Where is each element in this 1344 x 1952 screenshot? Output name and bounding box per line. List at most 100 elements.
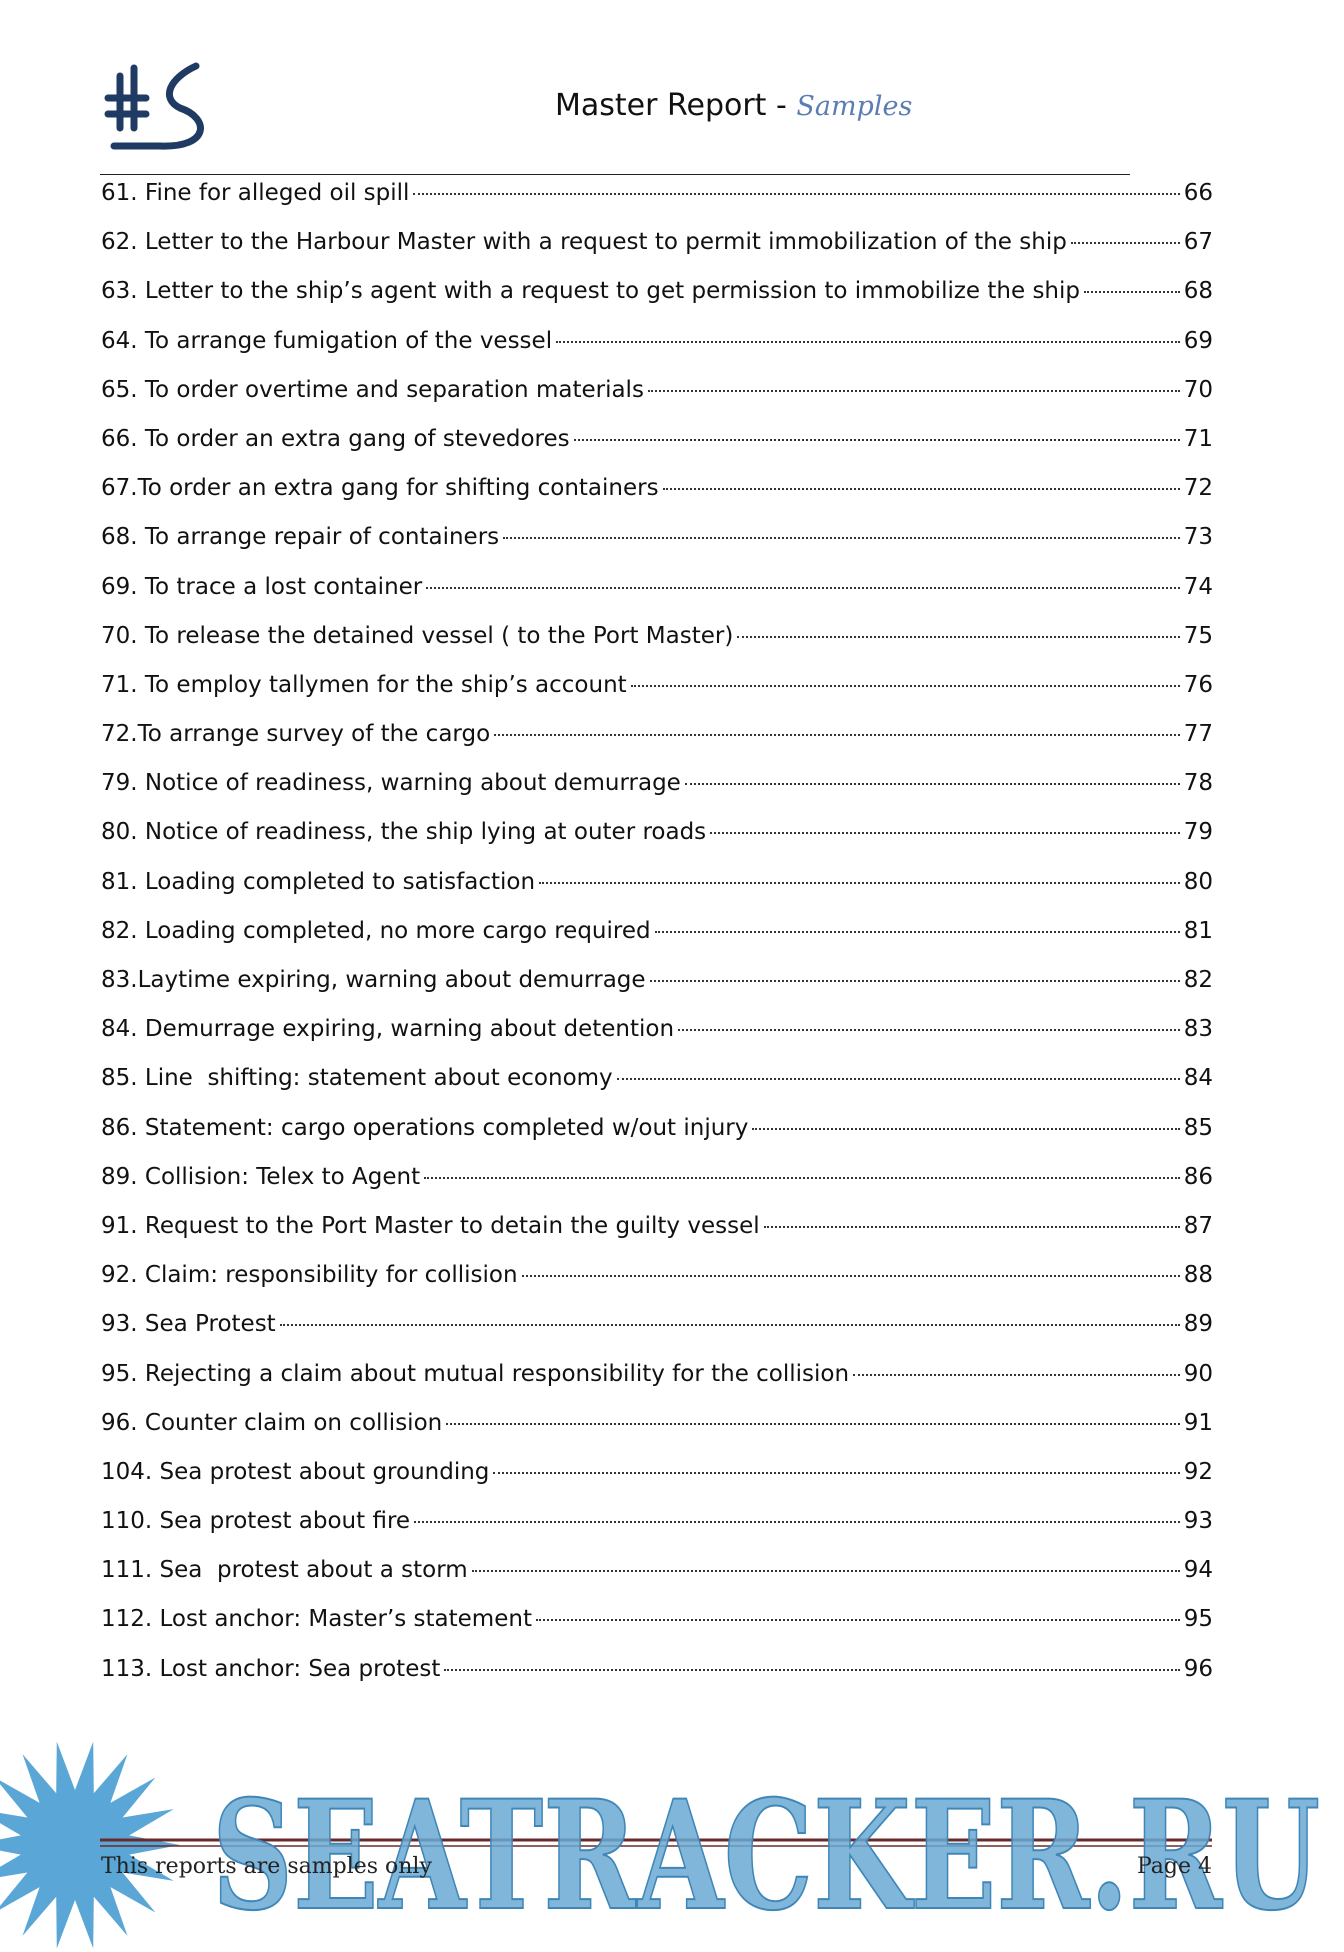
toc-entry: 82. Loading completed, no more cargo req… [101,918,1213,967]
dot-leader [446,1422,1180,1425]
toc-entry: 113. Lost anchor: Sea protest 96 [101,1656,1213,1705]
entry-page: 93 [1183,1508,1213,1535]
sun-logo [0,1741,180,1949]
dot-leader [752,1127,1180,1130]
dot-leader [616,1078,1180,1081]
entry-label: 67.To order an extra gang for shifting c… [101,475,659,502]
entry-label: 80. Notice of readiness, the ship lying … [101,819,707,846]
dot-leader [647,389,1180,392]
entry-page: 92 [1183,1458,1213,1485]
table-of-contents: 61. Fine for alleged oil spill 66 62. Lett… [101,180,1213,1705]
toc-entry: 68. To arrange repair of containers 73 [101,524,1213,573]
dot-leader [654,930,1180,933]
toc-entry: 86. Statement: cargo operations complete… [101,1115,1213,1164]
dot-leader [493,1471,1180,1474]
toc-entry: 61. Fine for alleged oil spill 66 [101,180,1213,229]
footer-right: Page 4 [1136,1854,1212,1879]
entry-label: 69. To trace a lost container [101,573,423,600]
toc-entry: 67.To order an extra gang for shifting c… [101,475,1213,524]
entry-label: 112. Lost anchor: Master’s statement [101,1606,532,1633]
entry-page: 88 [1183,1262,1213,1289]
entry-label: 82. Loading completed, no more cargo req… [101,917,651,944]
entry-label: 72.To arrange survey of the cargo [101,721,491,748]
dot-leader [662,488,1180,491]
entry-page: 67 [1183,229,1213,256]
logo [104,62,204,150]
dot-leader [521,1275,1180,1278]
entry-page: 87 [1183,1212,1213,1239]
entry-label: 79. Notice of readiness, warning about d… [101,770,681,797]
entry-label: 64. To arrange fumigation of the vessel [101,327,553,354]
entry-page: 78 [1183,770,1213,797]
toc-entry: 70. To release the detained vessel ( to … [101,623,1213,672]
entry-page: 95 [1183,1606,1213,1633]
watermark: SEATRACKER.RU [0,1741,1321,1949]
dot-leader [1084,291,1180,294]
entry-label: 65. To order overtime and separation mat… [101,376,644,403]
toc-entry: 112. Lost anchor: Master’s statement 95 [101,1606,1213,1655]
entry-page: 94 [1183,1557,1213,1584]
dot-leader [573,438,1180,441]
toc-entry: 83.Laytime expiring, warning about demur… [101,967,1213,1016]
dot-leader [279,1324,1180,1327]
entry-page: 82 [1183,967,1213,993]
dot-leader [649,980,1180,982]
toc-entry: 79. Notice of readiness, warning about d… [101,770,1213,819]
entry-label: 91. Request to the Port Master to detain… [101,1212,760,1239]
entry-label: 111. Sea protest about a storm [101,1557,468,1584]
dot-leader [710,832,1180,835]
entry-page: 81 [1183,917,1213,944]
dot-leader [426,586,1180,589]
dot-leader [678,1029,1180,1032]
toc-entry: 72.To arrange survey of the cargo 77 [101,721,1213,770]
title: Master Report [555,88,767,123]
dot-leader [539,881,1180,884]
footer-left: This reports are samples only [101,1854,432,1879]
toc-entry: 81. Loading completed to satisfaction 80 [101,869,1213,918]
entry-page: 75 [1183,622,1213,649]
entry-page: 91 [1183,1409,1213,1436]
entry-label: 104. Sea protest about grounding [101,1458,490,1485]
entry-page: 79 [1183,819,1213,846]
dot-leader [535,1619,1180,1622]
entry-label: 62. Letter to the Harbour Master with a … [101,229,1067,256]
toc-entry: 93. Sea Protest 89 [101,1311,1213,1360]
dot-leader [414,1521,1180,1524]
entry-label: 83.Laytime expiring, warning about demur… [101,967,646,993]
entry-page: 73 [1183,524,1213,551]
dot-leader [630,684,1180,687]
entry-page: 68 [1183,278,1213,305]
header-rule [100,174,1130,175]
entry-label: 68. To arrange repair of containers [101,524,500,551]
toc-entry: 62. Letter to the Harbour Master with a … [101,229,1213,278]
separator: - [775,88,787,123]
dot-leader [737,635,1180,638]
toc-entry: 63. Letter to the ship’s agent with a re… [101,278,1213,327]
dot-leader [1070,242,1180,245]
toc-entry: 111. Sea protest about a storm 94 [101,1557,1213,1606]
subtitle: Samples [796,91,913,122]
entry-page: 86 [1183,1163,1213,1190]
entry-page: 71 [1183,425,1213,452]
toc-entry: 89. Collision: Telex to Agent 86 [101,1164,1213,1213]
entry-label: 61. Fine for alleged oil spill [101,180,410,206]
toc-entry: 65. To order overtime and separation mat… [101,377,1213,426]
toc-entry: 85. Line shifting: statement about econo… [101,1065,1213,1114]
toc-entry: 69. To trace a lost container 74 [101,574,1213,623]
entry-page: 74 [1183,573,1213,600]
entry-page: 77 [1183,721,1213,748]
dot-leader [494,734,1180,737]
dot-leader [503,537,1180,540]
dot-leader [413,193,1180,195]
toc-entry: 110. Sea protest about fire 93 [101,1508,1213,1557]
entry-label: 113. Lost anchor: Sea protest [101,1655,441,1682]
dot-leader [684,783,1180,786]
entry-label: 89. Collision: Telex to Agent [101,1163,421,1190]
entry-label: 95. Rejecting a claim about mutual respo… [101,1360,850,1387]
toc-entry: 80. Notice of readiness, the ship lying … [101,819,1213,868]
dot-leader [556,340,1180,343]
entry-page: 85 [1183,1114,1213,1141]
toc-entry: 91. Request to the Port Master to detain… [101,1213,1213,1262]
entry-label: 66. To order an extra gang of stevedores [101,425,570,452]
entry-page: 66 [1183,180,1213,206]
